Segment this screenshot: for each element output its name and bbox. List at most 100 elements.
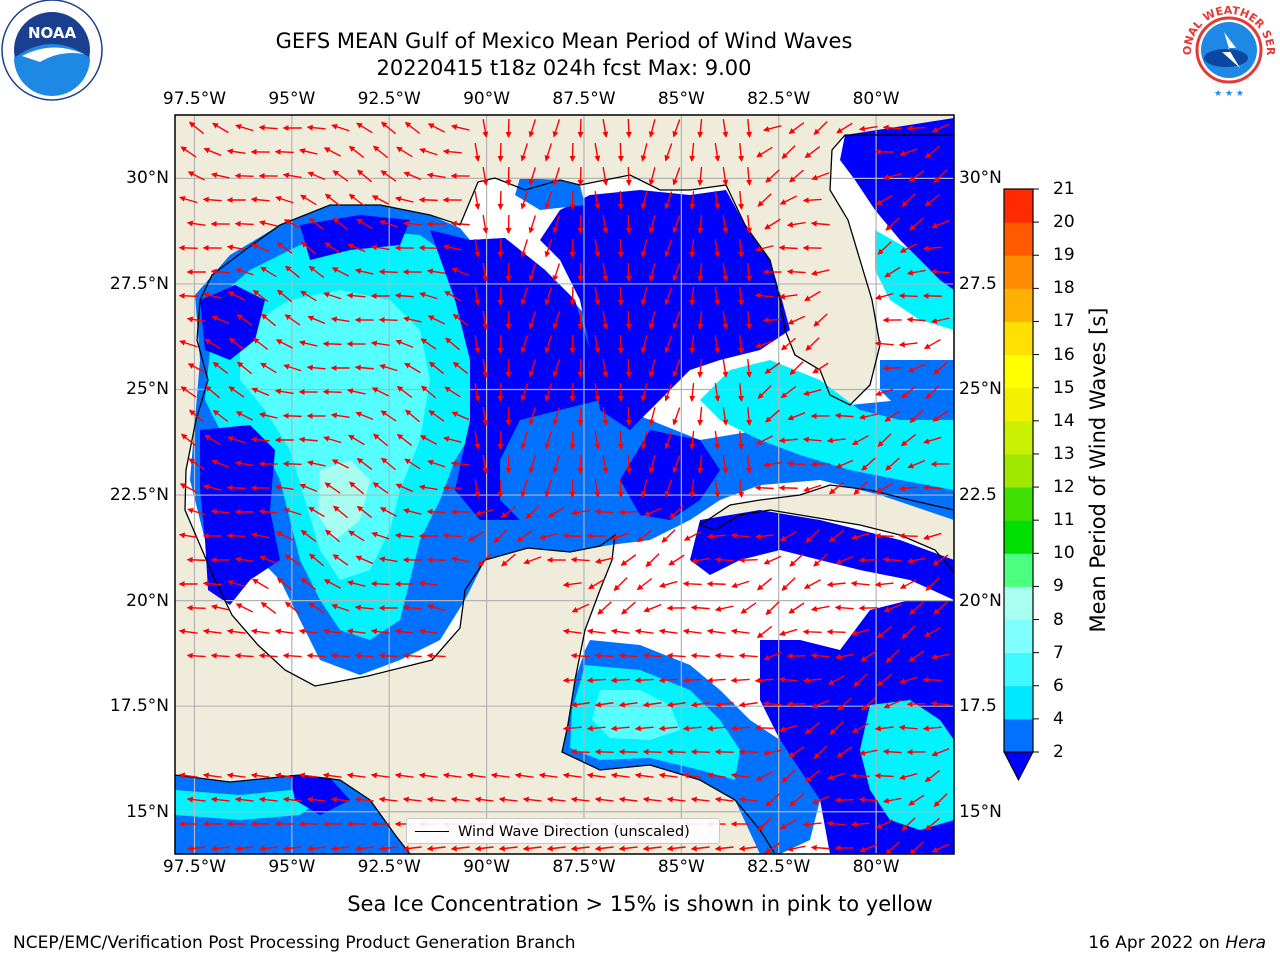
lat-label-left: 15°N	[126, 801, 169, 822]
nws-logo: NATIONAL WEATHER SERVICE ★ ★ ★	[1178, 0, 1277, 99]
wave-direction-arrow	[746, 310, 753, 330]
wave-direction-arrow	[569, 142, 576, 162]
wave-direction-arrow	[250, 532, 270, 539]
wave-direction-arrow	[689, 382, 696, 402]
wave-direction-arrow	[658, 628, 678, 635]
wave-direction-arrow	[738, 238, 745, 258]
wave-direction-arrow	[235, 603, 254, 613]
wave-direction-arrow	[610, 725, 630, 732]
wave-direction-arrow	[882, 124, 902, 131]
wave-direction-arrow	[395, 483, 414, 493]
wave-direction-arrow	[178, 628, 198, 635]
wave-direction-arrow	[875, 388, 894, 397]
wave-direction-arrow	[298, 340, 318, 347]
wave-direction-arrow	[234, 652, 254, 659]
lat-label-right: 27.5	[959, 273, 997, 294]
wave-direction-arrow	[906, 125, 926, 132]
wave-direction-arrow	[690, 845, 710, 852]
wave-direction-arrow	[762, 125, 782, 132]
wave-direction-arrow	[474, 383, 481, 402]
wave-direction-arrow	[900, 433, 917, 447]
wave-direction-arrow	[885, 457, 900, 471]
wave-direction-arrow	[356, 505, 373, 519]
wave-direction-arrow	[805, 337, 820, 351]
wave-direction-arrow	[730, 532, 750, 539]
wave-direction-arrow	[813, 313, 828, 327]
wave-direction-arrow	[500, 506, 517, 518]
wave-direction-arrow	[618, 652, 638, 659]
wave-direction-arrow	[450, 845, 470, 852]
wave-direction-arrow	[861, 697, 876, 711]
wave-direction-arrow	[228, 337, 245, 351]
wave-direction-arrow	[528, 263, 537, 282]
wave-direction-arrow	[658, 772, 678, 779]
wave-direction-arrow	[906, 701, 926, 708]
wave-direction-arrow	[682, 677, 702, 684]
wave-direction-arrow	[730, 677, 750, 684]
wave-direction-arrow	[899, 148, 918, 157]
wave-direction-arrow	[689, 478, 696, 498]
wave-direction-arrow	[418, 580, 438, 587]
lon-label-bottom: 90°W	[463, 857, 511, 877]
wave-direction-arrow	[322, 772, 342, 779]
wave-direction-arrow	[834, 412, 854, 419]
wave-direction-arrow	[690, 557, 710, 564]
wave-direction-arrow	[427, 123, 445, 133]
wave-direction-arrow	[548, 506, 565, 518]
wave-direction-arrow	[450, 796, 470, 803]
wave-direction-arrow	[827, 675, 845, 685]
wave-direction-arrow	[858, 125, 878, 132]
wave-direction-arrow	[330, 796, 350, 803]
wave-direction-arrow	[348, 530, 365, 542]
wave-direction-arrow	[714, 796, 734, 803]
wave-direction-arrow	[853, 673, 868, 687]
wave-direction-arrow	[298, 148, 318, 155]
wave-direction-arrow	[738, 796, 758, 803]
wave-direction-arrow	[882, 797, 902, 804]
wave-direction-arrow	[617, 190, 624, 210]
wave-direction-arrow	[236, 314, 253, 326]
wave-direction-arrow	[882, 173, 902, 180]
wave-direction-arrow	[308, 217, 325, 231]
wave-direction-arrow	[901, 817, 916, 831]
wave-direction-arrow	[664, 191, 673, 210]
wave-direction-arrow	[722, 406, 729, 426]
wave-direction-arrow	[714, 190, 721, 210]
wave-direction-arrow	[250, 436, 270, 443]
wave-direction-arrow	[672, 455, 681, 474]
wave-direction-arrow	[648, 215, 656, 234]
wave-direction-arrow	[228, 386, 245, 398]
wave-direction-arrow	[258, 220, 278, 227]
wave-direction-arrow	[625, 454, 632, 474]
wave-direction-arrow	[851, 434, 869, 446]
wave-direction-arrow	[250, 196, 270, 203]
wave-direction-arrow	[764, 842, 781, 854]
wave-direction-arrow	[179, 483, 197, 493]
wave-direction-arrow	[394, 196, 414, 203]
wave-direction-arrow	[562, 725, 582, 732]
wave-direction-arrow	[514, 772, 534, 779]
wave-direction-arrow	[418, 244, 438, 251]
wave-direction-arrow	[617, 382, 624, 402]
wave-direction-arrow	[569, 238, 576, 258]
wave-direction-arrow	[754, 533, 774, 540]
wave-direction-arrow	[234, 556, 254, 563]
wave-direction-arrow	[738, 478, 745, 498]
lon-label-top: 90°W	[463, 89, 511, 109]
wave-direction-arrow	[187, 171, 206, 181]
colorbar-segment	[1004, 685, 1033, 720]
lon-label-bottom: 95°W	[268, 857, 316, 877]
wave-direction-arrow	[810, 605, 830, 612]
wave-direction-arrow	[357, 169, 373, 183]
wave-direction-arrow	[666, 748, 686, 755]
wave-direction-arrow	[885, 217, 900, 231]
wave-direction-arrow	[850, 821, 870, 828]
wave-direction-arrow	[300, 577, 317, 591]
wave-direction-arrow	[779, 530, 797, 542]
colorbar-segment	[1004, 387, 1033, 422]
wave-direction-arrow	[714, 430, 721, 450]
wave-direction-arrow	[594, 748, 614, 755]
wave-direction-arrow	[835, 459, 854, 469]
wave-direction-arrow	[544, 383, 553, 402]
wave-direction-arrow	[786, 845, 806, 852]
